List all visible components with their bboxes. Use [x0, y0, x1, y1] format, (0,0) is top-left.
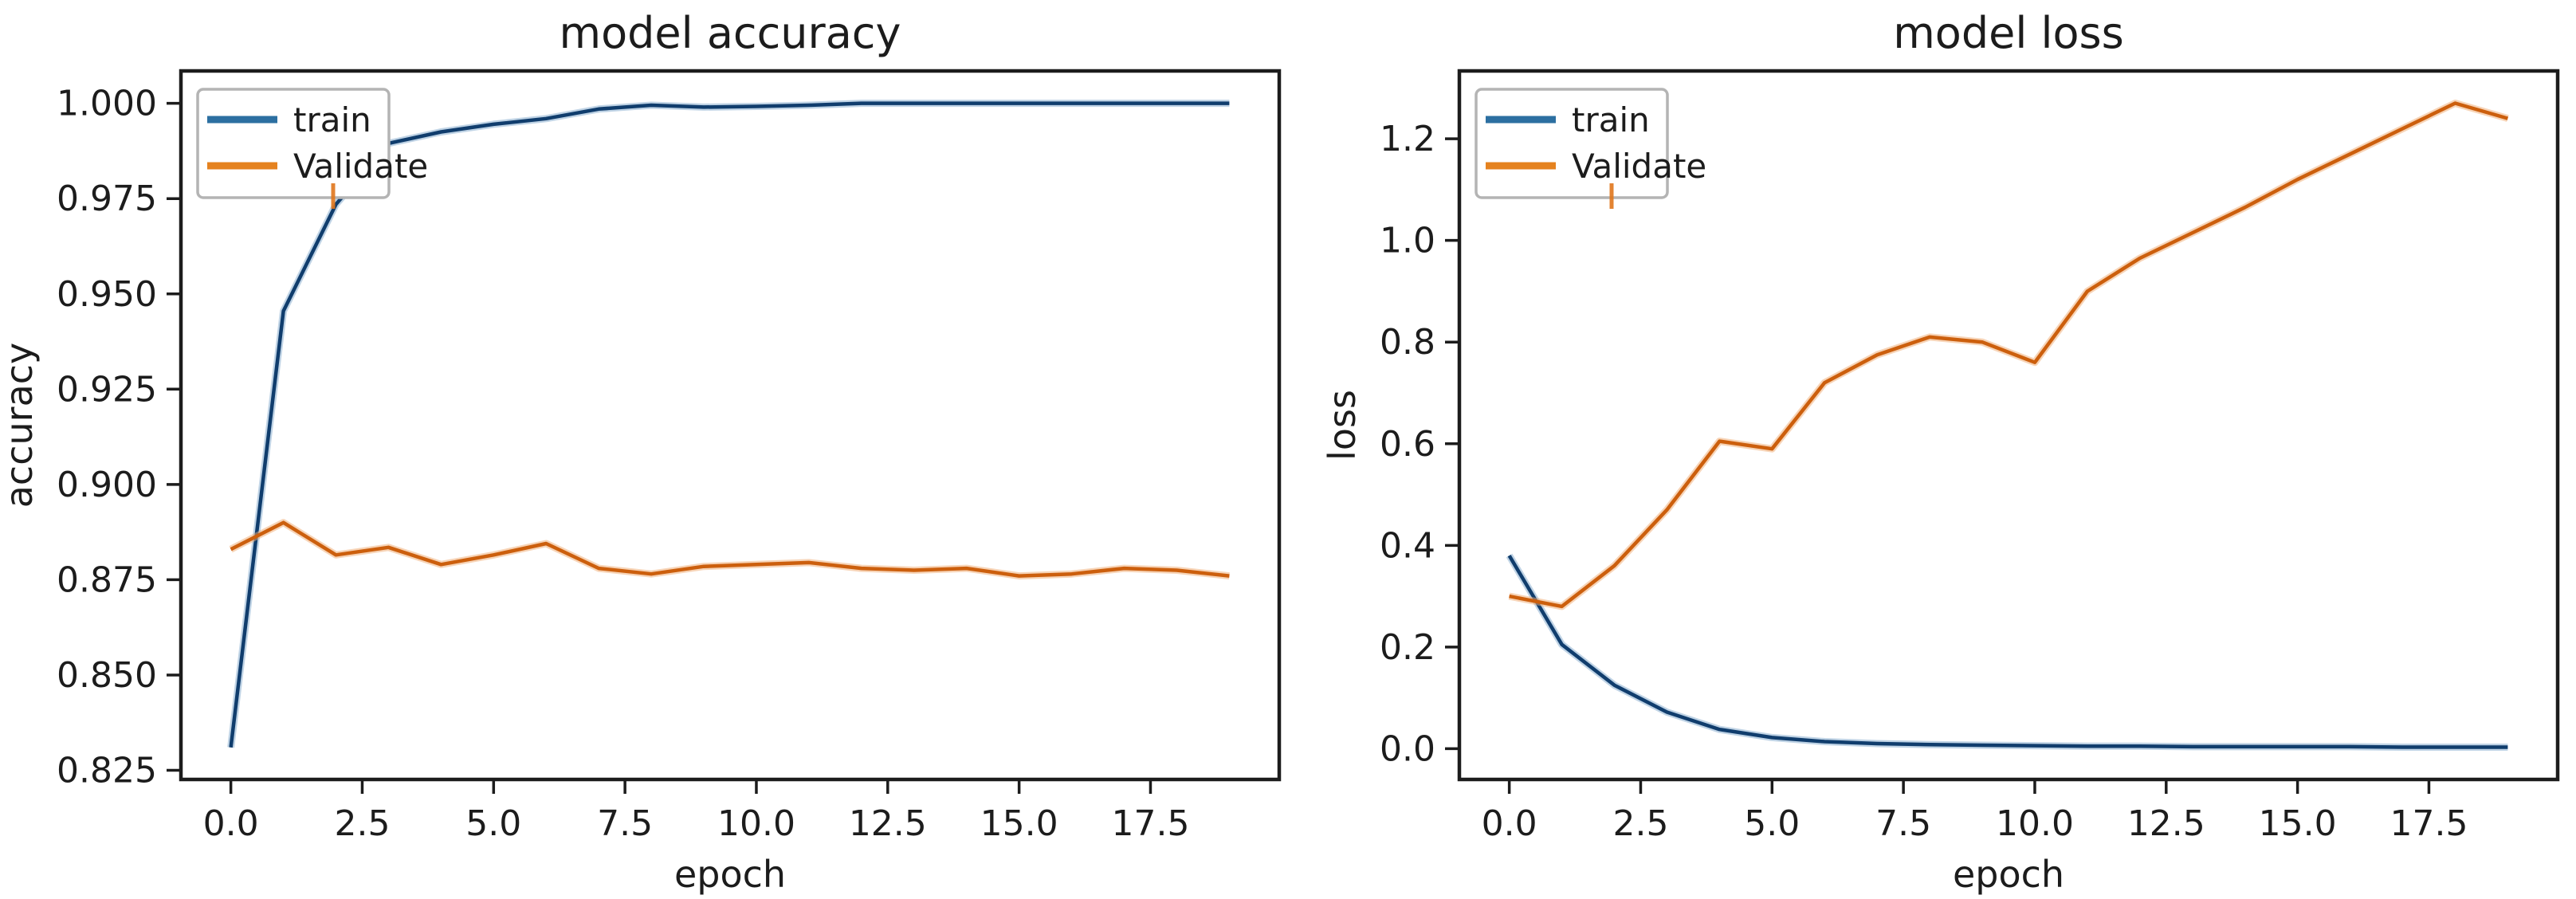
- x-tick-label: 2.5: [1612, 803, 1668, 844]
- y-tick-label: 0.850: [57, 655, 157, 696]
- x-tick-label: 5.0: [465, 803, 521, 844]
- x-tick-label: 10.0: [1996, 803, 2074, 844]
- x-tick-label: 15.0: [2259, 803, 2337, 844]
- y-tick-label: 1.000: [57, 84, 157, 124]
- x-tick-label: 15.0: [980, 803, 1058, 844]
- y-tick-label: 0.6: [1380, 424, 1435, 465]
- chart-accuracy: model accuracy 0.0 2.5 5.0 7.5 10.0 12.5 15.0 17…: [0, 8, 1282, 896]
- chart-title: model accuracy: [560, 8, 901, 58]
- y-tick-label: 0.900: [57, 465, 157, 505]
- chart-loss: model loss 0.0 2.5 5.0 7.5 10.0 12.5 15.0 17.5 0.…: [1321, 8, 2560, 896]
- x-tick-label: 5.0: [1744, 803, 1800, 844]
- legend-label-validate: Validate: [1572, 147, 1706, 186]
- y-axis-label: accuracy: [0, 343, 41, 508]
- legend: train Validate: [196, 88, 428, 199]
- legend-label-validate: Validate: [293, 147, 428, 186]
- series-line-validate: [230, 520, 1230, 578]
- legend: train Validate: [1475, 88, 1706, 199]
- x-tick-label: 7.5: [597, 803, 653, 844]
- x-axis-label: epoch: [674, 853, 786, 896]
- y-tick-label: 0.825: [57, 751, 157, 791]
- legend-label-train: train: [1572, 100, 1650, 139]
- x-tick-label: 12.5: [849, 803, 927, 844]
- series-line-validate: [1509, 101, 2509, 609]
- y-axis-label: loss: [1321, 390, 1364, 461]
- y-tick-label: 1.2: [1380, 119, 1435, 159]
- x-tick-label: 0.0: [1482, 803, 1537, 844]
- x-tick-label: 0.0: [203, 803, 259, 844]
- x-tick-label: 7.5: [1875, 803, 1931, 844]
- x-tick-label: 17.5: [1111, 803, 1189, 844]
- series-line-train: [229, 101, 1230, 748]
- y-tick-label: 0.950: [57, 274, 157, 315]
- x-tick-label: 10.0: [717, 803, 795, 844]
- y-tick-label: 0.875: [57, 559, 157, 600]
- x-tick-label: 17.5: [2389, 803, 2468, 844]
- y-tick-label: 0.0: [1380, 728, 1435, 769]
- y-tick-label: 0.2: [1380, 627, 1435, 668]
- legend-label-train: train: [293, 100, 371, 139]
- x-tick-label: 2.5: [334, 803, 390, 844]
- y-tick-label: 0.4: [1380, 525, 1435, 566]
- x-axis-label: epoch: [1953, 853, 2064, 896]
- y-tick-label: 0.925: [57, 369, 157, 410]
- x-tick-label: 12.5: [2127, 803, 2205, 844]
- series-line-train: [1507, 554, 2508, 749]
- y-tick-label: 0.8: [1380, 322, 1435, 363]
- chart-title: model loss: [1893, 8, 2124, 58]
- y-tick-label: 0.975: [57, 179, 157, 219]
- y-tick-label: 1.0: [1380, 221, 1435, 261]
